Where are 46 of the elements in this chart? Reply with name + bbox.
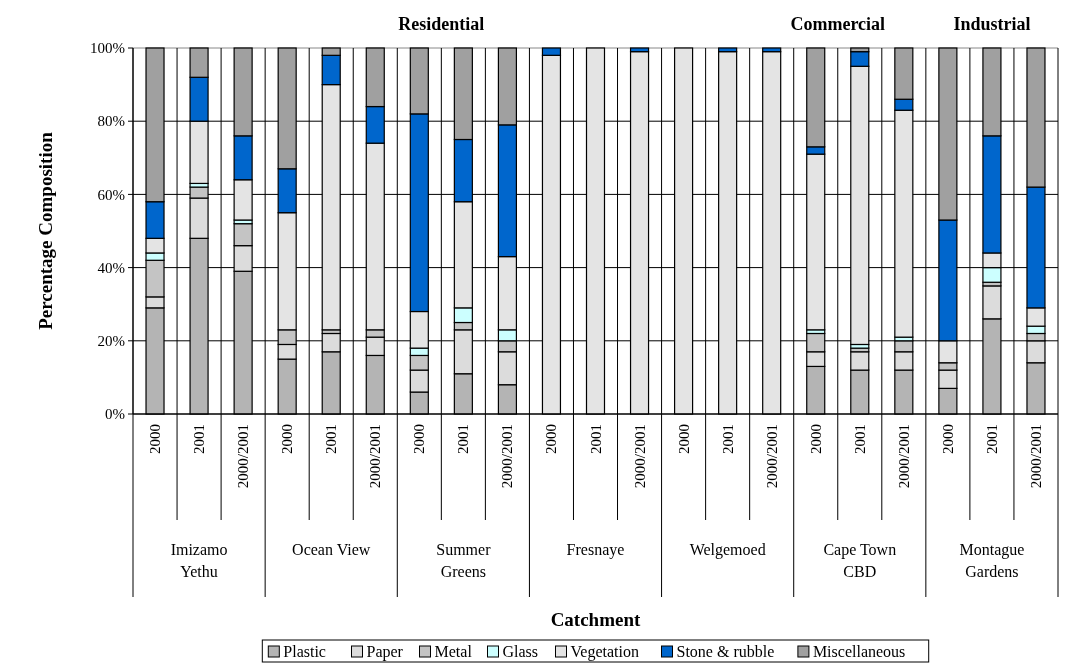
- x-tick-label: 2000/2001: [895, 424, 912, 489]
- text: Catchment: [550, 609, 642, 630]
- x-tick-label: 2001: [587, 424, 604, 454]
- text: Cape Town CBD: [823, 541, 897, 580]
- x-tick-label: 2000: [939, 424, 956, 454]
- y-tick-label: 20%: [97, 333, 125, 350]
- x-tick-label: 2001: [455, 424, 472, 454]
- x-tick-label: 2000: [675, 424, 692, 454]
- x-tick-label: 2001: [719, 424, 736, 454]
- x-tick-label: 2001: [191, 424, 208, 454]
- x-tick-label: 2000/2001: [367, 424, 384, 489]
- legend-label: Plastic: [283, 642, 326, 660]
- text: Ocean View: [292, 541, 371, 558]
- text: Residential: [398, 14, 485, 34]
- x-tick-label: 2001: [983, 424, 1000, 454]
- x-tick-label: 2000/2001: [763, 424, 780, 489]
- text: Imizamo Yethu: [170, 541, 228, 580]
- text: Welgemoed: [689, 541, 766, 559]
- y-tick-label: 40%: [97, 259, 125, 276]
- text: Summer Greens: [436, 541, 492, 580]
- x-tick-label: 2000: [543, 424, 560, 454]
- legend-label: Stone & rubble: [676, 642, 775, 660]
- legend-label: Vegetation: [570, 642, 639, 661]
- text: Industrial: [953, 14, 1031, 34]
- y-axis-title: Percentage Composition: [35, 131, 56, 330]
- x-tick-label: 2000: [411, 424, 428, 454]
- legend-label: Metal: [434, 642, 473, 660]
- x-tick-label: 2000/2001: [631, 424, 648, 489]
- text: Commercial: [790, 14, 886, 34]
- y-tick-label: 0%: [105, 406, 125, 423]
- legend-label: Glass: [502, 642, 539, 660]
- x-tick-label: 2000/2001: [1027, 424, 1044, 489]
- legend-label: Paper: [366, 642, 404, 661]
- y-tick-label: 60%: [97, 186, 125, 203]
- x-tick-label: 2000/2001: [499, 424, 516, 489]
- y-tick-label: 100%: [90, 40, 125, 57]
- y-tick-label: 80%: [97, 113, 125, 130]
- legend-label: Miscellaneous: [812, 642, 906, 660]
- text: Fresnaye: [566, 541, 625, 559]
- x-tick-label: 2000: [147, 424, 164, 454]
- x-tick-label: 2000: [807, 424, 824, 454]
- x-tick-label: 2000/2001: [235, 424, 252, 489]
- text: Montague Gardens: [959, 541, 1025, 580]
- x-tick-label: 2000: [279, 424, 296, 454]
- x-tick-label: 2001: [323, 424, 340, 454]
- x-tick-label: 2001: [851, 424, 868, 454]
